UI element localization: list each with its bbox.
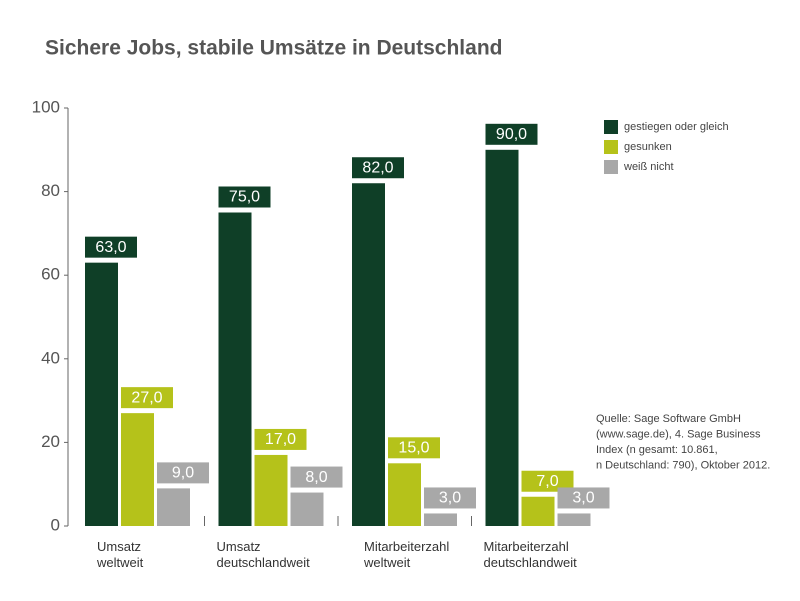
bar	[121, 413, 154, 526]
y-tick-label: 80	[41, 181, 60, 200]
y-tick-label: 0	[51, 515, 60, 534]
chart-title: Sichere Jobs, stabile Umsätze in Deutsch…	[45, 37, 502, 60]
bar	[254, 454, 288, 526]
value-label: 17,0	[265, 431, 296, 448]
x-tick-label: Mitarbeiterzahl deutschlandweit	[483, 539, 577, 570]
x-tick-label: Umsatz deutschlandweit	[216, 539, 310, 570]
legend-swatch	[604, 140, 618, 154]
bar	[157, 488, 190, 526]
source-note: Index (n gesamt: 10.861,	[596, 444, 718, 456]
value-label-box	[157, 462, 209, 484]
value-label: 27,0	[131, 389, 162, 406]
bar	[521, 496, 555, 526]
bar	[557, 513, 591, 526]
value-label-box	[121, 387, 173, 409]
x-tick-label: Umsatz weltweit	[97, 539, 144, 570]
bar	[352, 183, 385, 527]
legend-label: weiß nicht	[623, 161, 674, 173]
legend-label: gestiegen oder gleich	[624, 121, 729, 133]
source-note: Quelle: Sage Software GmbH	[596, 413, 741, 425]
bar	[388, 463, 421, 526]
value-label-box	[85, 236, 137, 258]
bar	[218, 212, 252, 526]
bar	[424, 513, 457, 526]
value-label: 7,0	[536, 473, 558, 490]
value-label: 3,0	[572, 490, 594, 507]
value-label: 90,0	[496, 126, 527, 143]
value-label-box	[290, 466, 343, 488]
value-label-box	[521, 470, 574, 492]
legend-label: gesunken	[624, 141, 672, 153]
bar	[290, 492, 324, 526]
source-note: (www.sage.de), 4. Sage Business	[596, 428, 761, 440]
legend-swatch	[604, 160, 618, 174]
value-label: 3,0	[439, 490, 461, 507]
y-tick-label: 40	[41, 348, 60, 367]
value-label-box	[254, 428, 307, 450]
value-label: 75,0	[229, 189, 260, 206]
value-label-box	[557, 487, 610, 509]
value-label-box	[424, 487, 476, 509]
bar	[485, 149, 519, 527]
value-label-box	[218, 186, 271, 208]
value-label-box	[352, 157, 404, 179]
value-label: 8,0	[305, 469, 327, 486]
value-label: 63,0	[95, 239, 126, 256]
value-label: 9,0	[172, 465, 194, 482]
value-label: 82,0	[362, 159, 393, 176]
bar	[85, 262, 118, 526]
y-tick-label: 60	[41, 265, 60, 284]
value-label: 15,0	[398, 440, 429, 457]
x-tick-label: Mitarbeiterzahl weltweit	[364, 539, 450, 570]
y-tick-label: 20	[41, 432, 60, 451]
value-label-box	[485, 123, 538, 145]
value-label-box	[388, 437, 440, 459]
legend-swatch	[604, 120, 618, 134]
source-note: n Deutschland: 790), Oktober 2012.	[596, 459, 770, 471]
y-tick-label: 100	[32, 97, 60, 116]
